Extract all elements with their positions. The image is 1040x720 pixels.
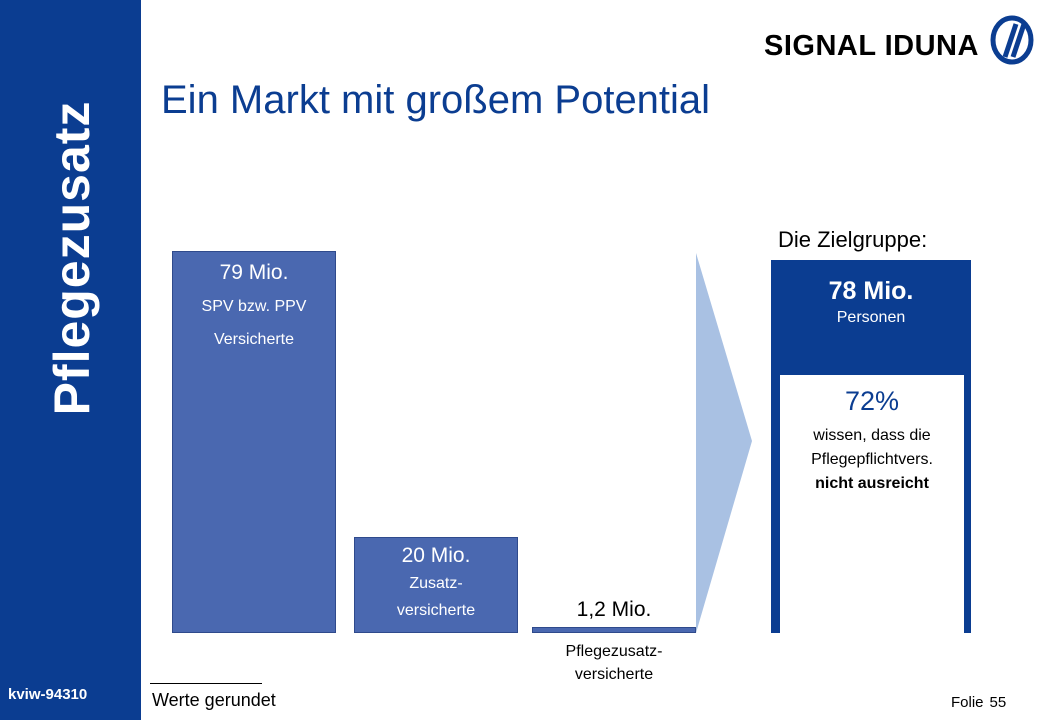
slide-number-label: Folie — [951, 694, 984, 711]
awareness-line1: wissen, dass die — [813, 427, 931, 444]
logo-text: SIGNAL IDUNA — [764, 30, 979, 62]
bar-value: 20 Mio. — [401, 544, 471, 567]
footnote-divider — [150, 683, 262, 684]
bar-spv-ppv: 79 Mio. SPV bzw. PPV Versicherte — [172, 251, 336, 633]
document-id: kviw-94310 — [8, 686, 88, 703]
slide-number-value: 55 — [989, 694, 1007, 711]
sidebar: Pflegezusatz kviw-94310 — [0, 0, 141, 720]
bar-label-line1: Pflegezusatz- — [565, 643, 663, 660]
bar-label-line2: versicherte — [574, 666, 654, 683]
bar-label: Pflegezusatz- versicherte — [532, 640, 696, 686]
awareness-line2: Pflegepflichtvers. — [811, 451, 933, 468]
sidebar-title: Pflegezusatz — [44, 100, 100, 416]
page-title: Ein Markt mit großem Potential — [161, 78, 711, 122]
bar-value: 1,2 Mio. — [576, 598, 652, 621]
chevron-arrow-icon — [696, 253, 752, 633]
awareness-line3: nicht ausreicht — [815, 475, 929, 492]
slide-number: Folie 55 — [951, 694, 1012, 711]
footnote: Werte gerundet — [152, 690, 276, 710]
awareness-percent: 72% — [844, 386, 900, 416]
bar-label-line1: Zusatz- — [409, 575, 463, 592]
bar-value: 79 Mio. — [219, 261, 289, 284]
target-value: 78 Mio. — [828, 277, 914, 305]
bar-pflegezusatzversicherte — [532, 627, 696, 633]
bar-label-line1: SPV bzw. PPV — [201, 298, 307, 315]
awareness-box: 72% wissen, dass die Pflegepflichtvers. … — [780, 375, 964, 633]
bar-zusatzversicherte: 20 Mio. Zusatz- versicherte — [354, 537, 518, 633]
signal-iduna-logo-icon — [990, 15, 1034, 65]
target-sub: Personen — [836, 309, 906, 326]
bar-label-line2: versicherte — [396, 602, 476, 619]
bar-label-line2: Versicherte — [213, 331, 295, 348]
zielgruppe-label: Die Zielgruppe: — [778, 227, 928, 252]
